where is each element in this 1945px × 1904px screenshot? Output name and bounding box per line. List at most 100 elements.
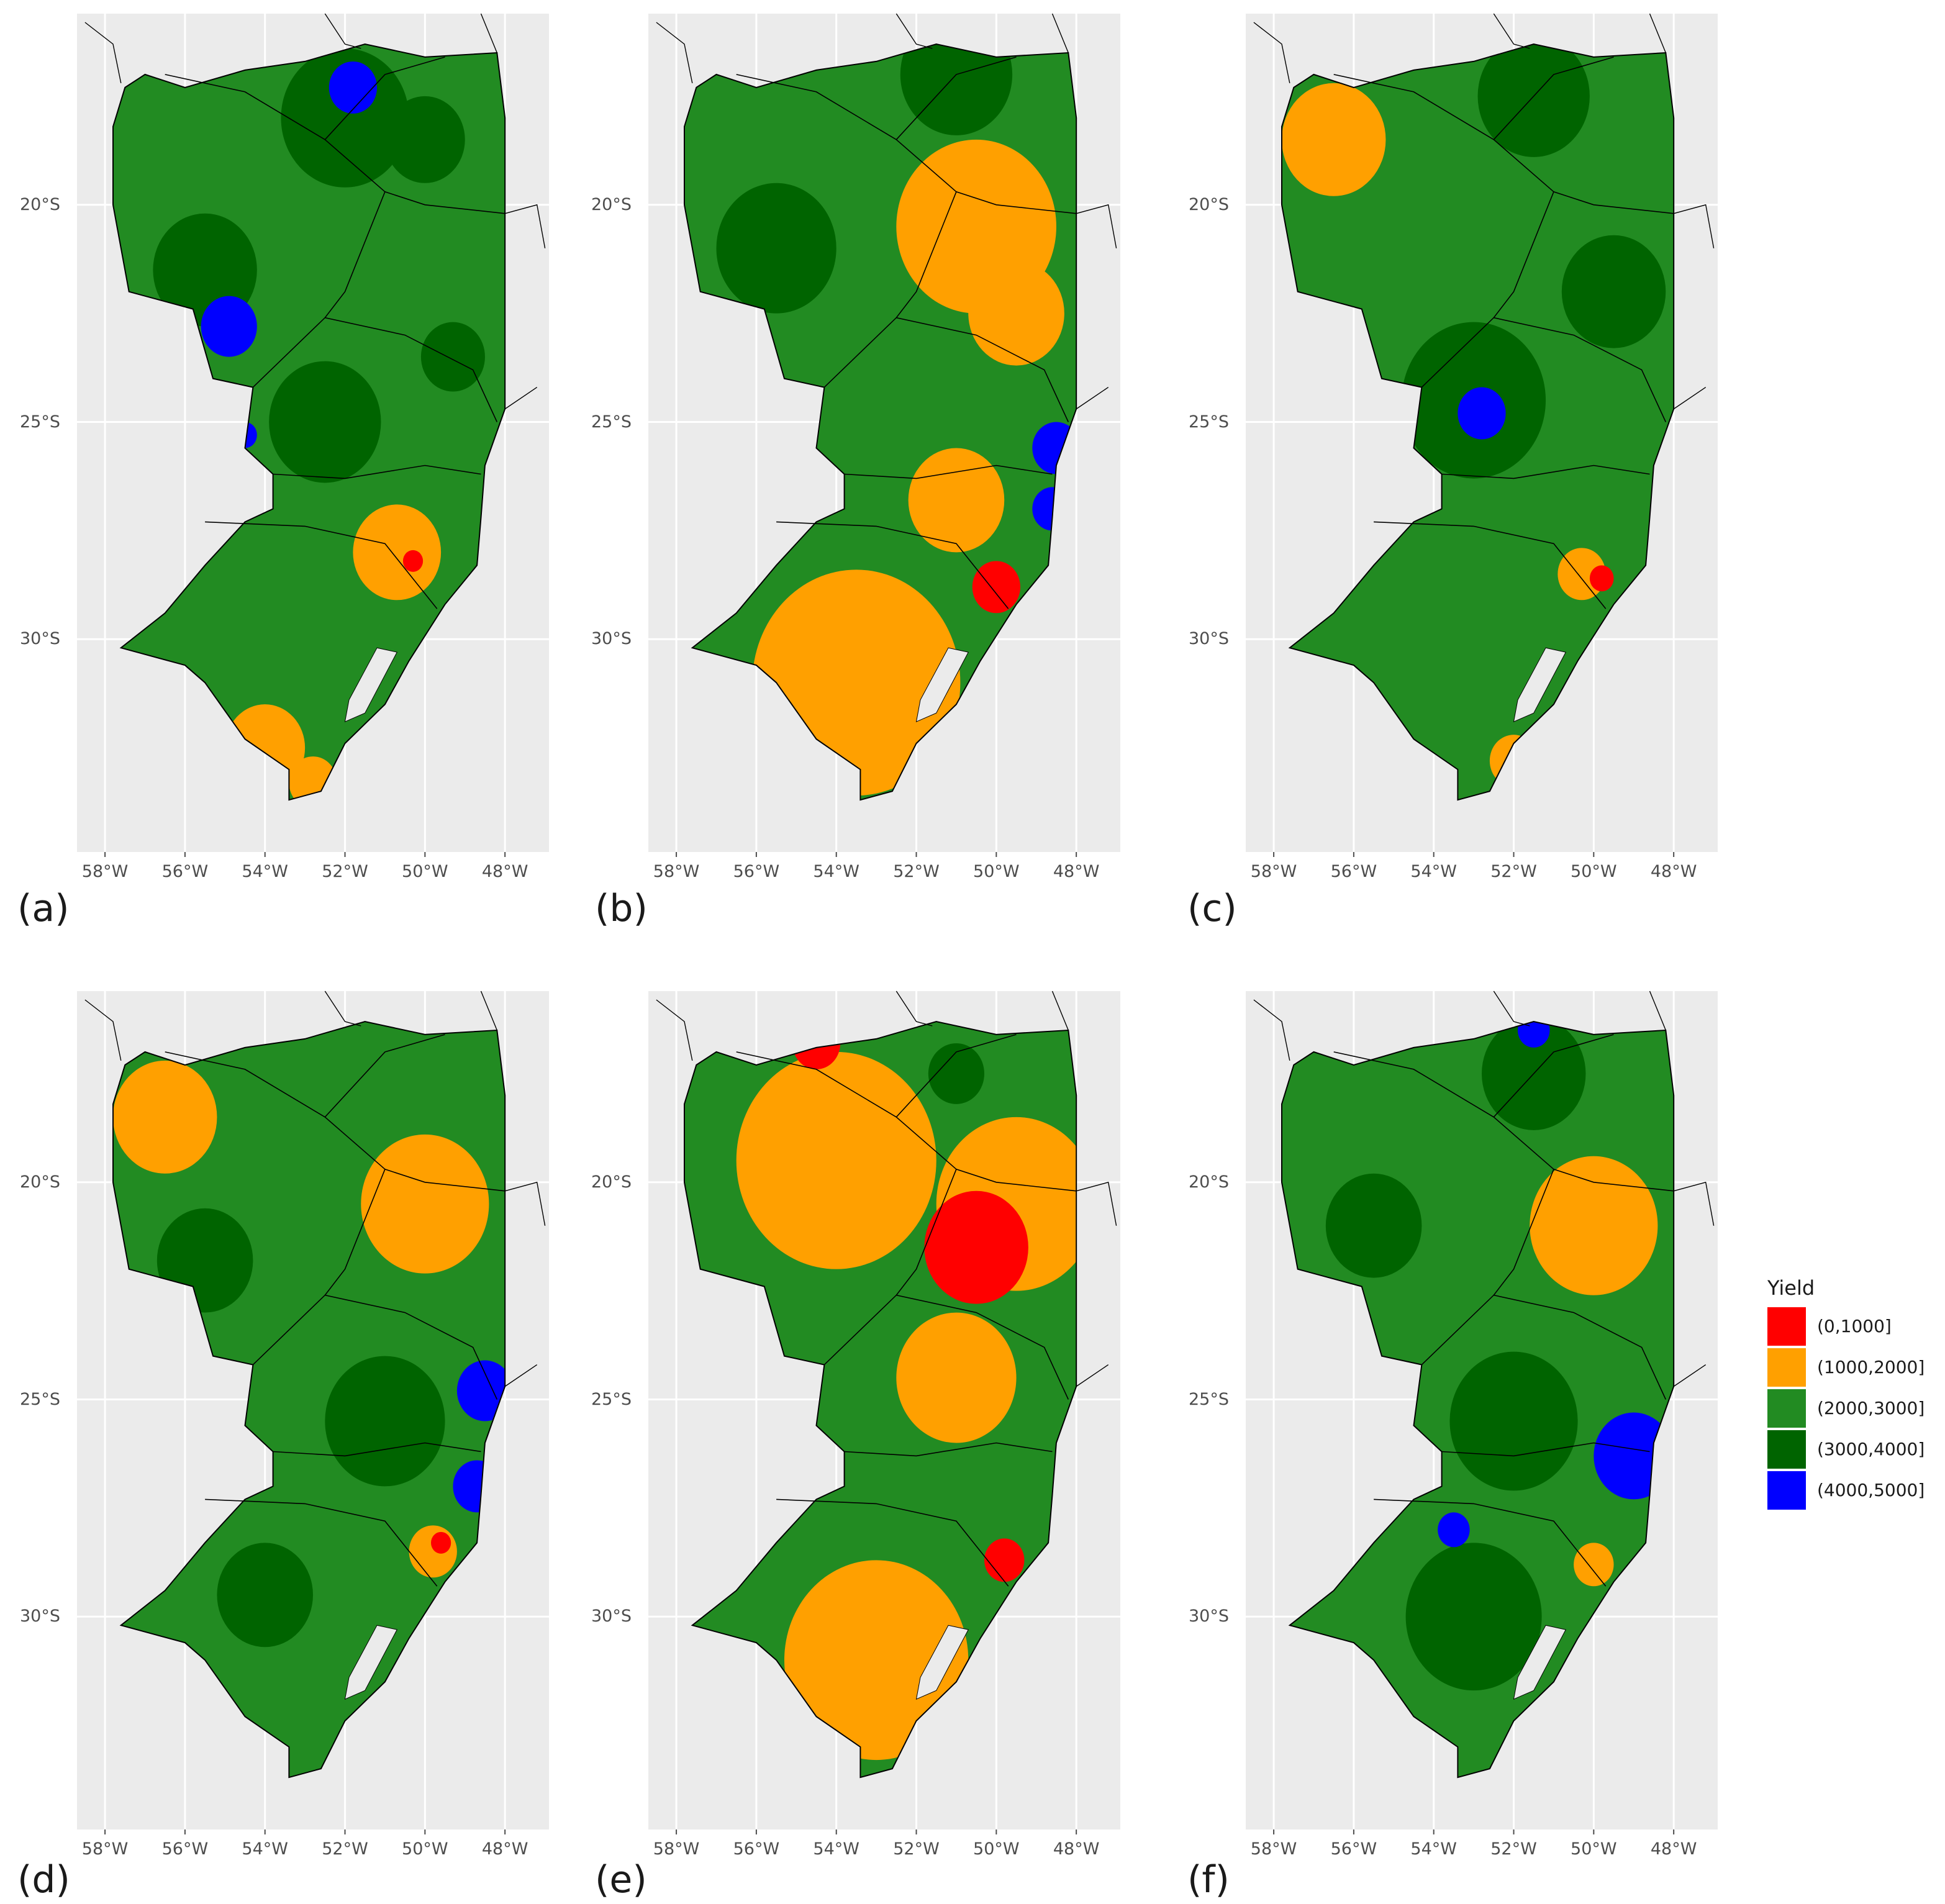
map-panel: 58°W 56°W 54°W 52°W 50°W 48°W <box>77 991 549 1859</box>
x-tick-label: 52°W <box>322 1839 368 1859</box>
x-tick-label: 58°W <box>1251 1839 1297 1859</box>
legend-swatch <box>1767 1471 1806 1510</box>
x-tick-label: 54°W <box>813 862 859 881</box>
yield-patch <box>353 504 442 601</box>
yield-patch <box>1517 1022 1550 1048</box>
region-outline <box>1281 1020 1675 1779</box>
legend-label: (1000,2000] <box>1817 1357 1925 1377</box>
x-tick-label: 48°W <box>1651 862 1697 881</box>
legend-items: (0,1000] (1000,2000] (2000,3000] (3000,4000… <box>1767 1307 1925 1512</box>
legend-item: (0,1000] <box>1767 1307 1892 1348</box>
x-tick-label: 56°W <box>162 1839 209 1859</box>
region-outline <box>112 1020 506 1779</box>
panel-label: (a) <box>17 887 70 930</box>
state-border <box>273 465 481 479</box>
y-tick-label: 20°S <box>591 1172 632 1192</box>
panel-label: (c) <box>1187 887 1237 930</box>
lagoon <box>1513 1625 1567 1700</box>
x-tick-label: 54°W <box>813 1839 859 1859</box>
yield-patch <box>1589 565 1614 592</box>
map-panel: 58°W 56°W 54°W 52°W 50°W 48°W <box>77 13 549 881</box>
panel-label: (d) <box>17 1858 70 1902</box>
map-panel: 58°W 56°W 54°W 52°W 50°W 48°W <box>648 13 1120 881</box>
x-tick-label: 58°W <box>82 1839 129 1859</box>
state-border <box>1374 1498 1607 1587</box>
state-border <box>895 57 1017 140</box>
y-tick-label: 30°S <box>20 629 60 649</box>
country-border <box>1649 991 1666 1031</box>
state-border <box>252 1294 498 1400</box>
lagoon <box>344 647 398 723</box>
country-border <box>1076 1181 1117 1226</box>
x-tick-label: 58°W <box>1251 862 1297 881</box>
state-border <box>1441 1442 1650 1457</box>
y-tick-label: 30°S <box>20 1607 60 1626</box>
state-border <box>895 1169 957 1296</box>
yield-patch <box>431 1531 451 1554</box>
country-border <box>84 999 122 1061</box>
map-svg: 58°W 56°W 54°W 52°W 50°W 48°W <box>648 991 1120 1859</box>
yield-patch <box>384 96 465 183</box>
state-border <box>823 1294 1069 1400</box>
legend-item: (4000,5000] <box>1767 1471 1925 1512</box>
yield-patches <box>1282 44 1666 787</box>
y-tick-label: 25°S <box>20 412 60 432</box>
map-panel: 58°W 56°W 54°W 52°W 50°W 48°W <box>1246 991 1718 1859</box>
yield-patch <box>1325 1173 1422 1278</box>
panel-label: (f) <box>1187 1858 1230 1902</box>
yield-patch <box>1405 1543 1542 1691</box>
legend-title: Yield <box>1767 1276 1815 1300</box>
state-border <box>324 1034 445 1118</box>
state-border <box>1493 57 1614 140</box>
y-tick-label: 25°S <box>20 1389 60 1409</box>
country-border <box>1076 204 1117 248</box>
yield-patch <box>1530 1156 1658 1295</box>
y-tick-label: 25°S <box>1189 412 1229 432</box>
x-tick-label: 50°W <box>402 862 448 881</box>
country-border <box>656 999 693 1061</box>
state-border <box>844 1442 1053 1457</box>
y-tick-label: 20°S <box>1189 1172 1229 1192</box>
map-svg: 58°W 56°W 54°W 52°W 50°W 48°W <box>1246 991 1718 1859</box>
yield-patch <box>201 296 257 357</box>
x-tick-label: 48°W <box>482 1839 528 1859</box>
y-tick-label: 25°S <box>591 412 632 432</box>
country-border <box>504 387 538 410</box>
state-border <box>1493 1034 1614 1118</box>
country-border <box>1493 13 1530 49</box>
yield-patch <box>409 1525 457 1578</box>
map-svg: 58°W 56°W 54°W 52°W 50°W 48°W <box>77 991 549 1859</box>
country-border <box>324 991 361 1027</box>
yield-patch <box>329 61 378 114</box>
yield-patch <box>361 1134 489 1274</box>
yield-patch <box>1282 83 1386 196</box>
x-tick-label: 50°W <box>1571 862 1617 881</box>
y-tick-label: 20°S <box>20 1172 60 1192</box>
x-tick-label: 58°W <box>82 862 129 881</box>
state-border <box>1493 191 1554 319</box>
country-border <box>1493 991 1530 1027</box>
state-border <box>1493 1169 1554 1296</box>
legend-item: (3000,4000] <box>1767 1430 1925 1471</box>
y-tick-label: 25°S <box>591 1389 632 1409</box>
x-tick-label: 58°W <box>653 862 700 881</box>
yield-patch <box>908 448 1005 553</box>
lagoon <box>344 1625 398 1700</box>
state-border <box>1333 74 1674 214</box>
yield-patch <box>984 1538 1025 1582</box>
x-tick-label: 58°W <box>653 1839 700 1859</box>
legend-item: (1000,2000] <box>1767 1348 1925 1389</box>
country-border <box>1674 1181 1715 1226</box>
country-border <box>1649 13 1666 53</box>
x-tick-label: 56°W <box>1331 862 1377 881</box>
state-border <box>823 317 1069 422</box>
yield-patch <box>1438 1512 1470 1548</box>
state-border <box>895 1034 1017 1118</box>
x-tick-label: 54°W <box>1410 862 1457 881</box>
yield-patch <box>928 1043 985 1104</box>
legend-swatch <box>1767 1430 1806 1469</box>
y-tick-label: 30°S <box>1189 1607 1229 1626</box>
country-border <box>1253 22 1290 84</box>
lagoon <box>915 647 969 723</box>
x-tick-label: 54°W <box>1410 1839 1457 1859</box>
